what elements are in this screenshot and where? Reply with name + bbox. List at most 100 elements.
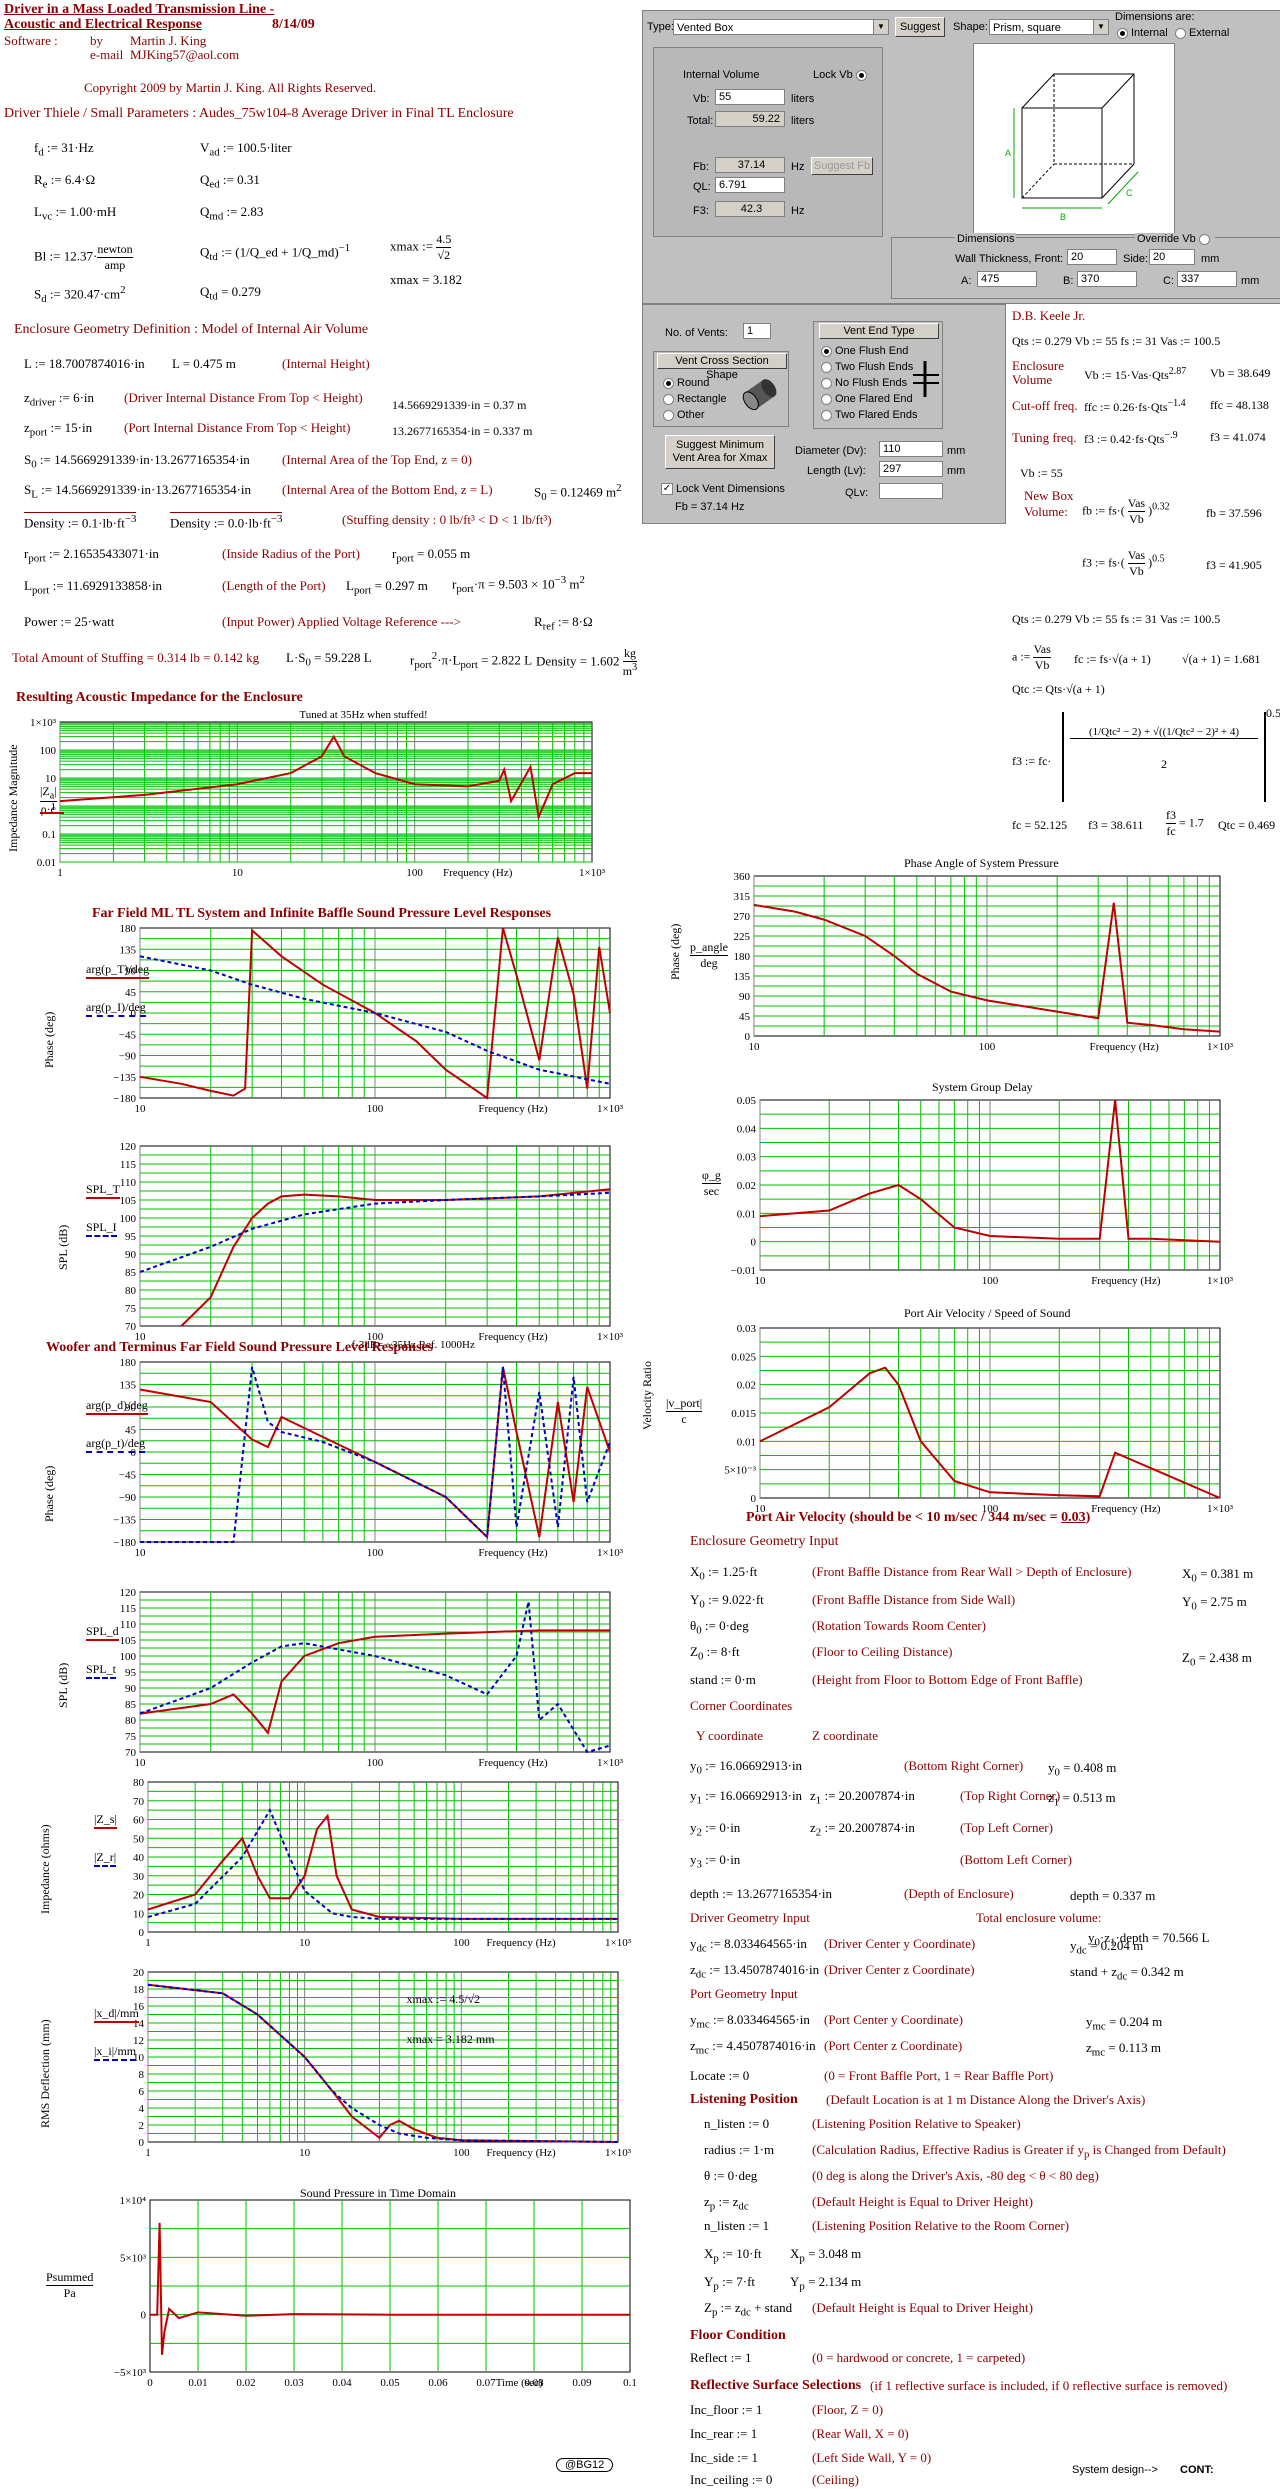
page-date: 8/14/09	[272, 17, 315, 32]
vb-input[interactable]: 55	[715, 89, 785, 105]
diameter-input[interactable]: 110	[879, 441, 943, 457]
length-input[interactable]: 297	[879, 461, 943, 477]
keele-enclosure-label: Enclosure	[1012, 358, 1064, 373]
y-tick-label: 90	[739, 991, 751, 1003]
geom-depth-res: depth = 0.337 m	[1070, 1888, 1156, 1903]
y-tick-label: 115	[120, 1603, 137, 1615]
farfield-spl-chart: 120 115 110 105 100 95 90 85 80 75 70 10 100 1×10³ Fre…	[86, 1141, 624, 1351]
override-vb-radio[interactable]: Override Vb	[1135, 233, 1215, 245]
keele-ffc-expr: ffc := 0.26·fs·Qts−1.4	[1084, 398, 1186, 414]
x-tick-label: 10	[755, 1275, 767, 1287]
geom-yc1-note: (Top Right Corner)	[960, 1788, 1061, 1803]
suggest-fb-button[interactable]: Suggest Fb	[811, 157, 873, 175]
y-tick-label: 360	[734, 871, 751, 883]
box-diagram: A B C	[973, 43, 1175, 235]
encl-stuffing-total: Total Amount of Stuffing = 0.314 lb = 0.…	[12, 650, 260, 665]
encl-s0-result: S0 = 0.12469 m2	[534, 482, 622, 503]
wall-thickness-input[interactable]: 20	[1067, 249, 1117, 265]
encl-ls0: L·S0 = 59.228 L	[286, 650, 372, 669]
xmax-annotation-result: xmax = 3.182 mm	[406, 2032, 495, 2046]
shape-select[interactable]: Prism, square ▼	[989, 19, 1109, 35]
x-tick-label: 1×10³	[579, 867, 606, 879]
geom-locate-note: (0 = Front Baffle Port, 1 = Rear Baffle …	[824, 2068, 1054, 2083]
ql-input[interactable]: 6.791	[715, 177, 785, 193]
end-two-flush-radio[interactable]: Two Flush Ends	[821, 361, 913, 373]
y-tick-label: 1×10³	[30, 717, 57, 729]
no-vents-input[interactable]: 1	[743, 323, 771, 339]
encl-zp-calc: 13.2677165354·in = 0.337 m	[392, 424, 533, 438]
x-tick-label: 100	[367, 1547, 384, 1559]
suggest-min-vent-button[interactable]: Suggest Minimum Vent Area for Xmax	[665, 435, 775, 469]
end-one-flared-radio[interactable]: One Flared End	[821, 393, 913, 405]
external-radio[interactable]: External	[1175, 27, 1229, 39]
cont-link[interactable]: CONT:	[1180, 2464, 1214, 2476]
y-tick-label: 10	[45, 773, 57, 785]
y-tick-label: 45	[125, 987, 137, 999]
chart-svg: 360 315 270 225 180 135 90 45 010 100 1×10³ Frequen…	[734, 871, 1234, 1053]
system-design-label: System design-->	[1072, 2464, 1158, 2476]
end-two-flared-radio[interactable]: Two Flared Ends	[821, 409, 918, 421]
keele-ffc-result: ffc = 48.138	[1210, 398, 1269, 412]
geom-drv-geom: Driver Geometry Input	[690, 1910, 810, 1925]
suggest-button[interactable]: Suggest	[895, 17, 945, 37]
y-tick-label: 0	[139, 1927, 145, 1939]
x-axis-label: Frequency (Hz)	[486, 1937, 556, 1949]
y-tick-label: −0.01	[731, 1265, 756, 1277]
encl-l: L := 18.7007874016·in	[24, 356, 145, 371]
dimensions-group	[891, 237, 1280, 299]
geom-port-geom: Port Geometry Input	[690, 1986, 798, 2001]
keele-fc-expr: fc := fs·√(a + 1)	[1074, 652, 1151, 666]
keele-vb-expr: Vb := 15·Vas·Qts2.87	[1084, 366, 1187, 382]
round-radio[interactable]: Round	[663, 377, 709, 389]
y-tick-label: 80	[125, 1715, 137, 1727]
total-unit: liters	[791, 115, 815, 127]
encl-rpl: rport2·π·Lport = 2.822 L	[410, 650, 533, 671]
encl-lport-note: (Length of the Port)	[222, 578, 326, 593]
side-input[interactable]: 20	[1149, 249, 1195, 265]
lock-vent-checkbox[interactable]: ✓ Lock Vent Dimensions	[661, 483, 785, 496]
qlv-input[interactable]	[879, 483, 943, 499]
y-tick-label: 10	[133, 2052, 145, 2064]
rectangle-radio[interactable]: Rectangle	[663, 393, 727, 405]
dimensions-label: Dimensions	[955, 233, 1017, 245]
geom-zpp-note: (Default Height is Equal to Driver Heigh…	[812, 2300, 1033, 2315]
x-tick-label: 0.02	[236, 2377, 255, 2389]
param-qms: Qmd := 2.83	[200, 204, 264, 223]
geom-y0-res: Y0 = 2.75 m	[1182, 1594, 1247, 1613]
other-radio[interactable]: Other	[663, 409, 705, 421]
geom-zc1-res: z1 = 0.513 m	[1048, 1790, 1116, 1809]
x-tick-label: 10	[749, 1041, 761, 1053]
y-tick-label: 40	[133, 1852, 145, 1864]
a-input[interactable]: 475	[977, 271, 1037, 287]
internal-radio[interactable]: Internal	[1117, 27, 1168, 39]
geom-inc-floor: Inc_floor := 1	[690, 2402, 763, 2417]
x-tick-label: 10	[135, 1757, 147, 1769]
type-select[interactable]: Vented Box ▼	[673, 19, 889, 35]
series-line-2	[139, 1601, 611, 1754]
x-tick-label: 0.09	[572, 2377, 592, 2389]
c-input[interactable]: 337	[1177, 271, 1237, 287]
param-vas: Vad := 100.5·liter	[200, 140, 292, 159]
woofer-spl-ylabel: SPL (dB)	[56, 1662, 70, 1708]
keele-params: Qts := 0.279 Vb := 55 fs := 31 Vas := 10…	[1012, 334, 1221, 348]
x-tick-label: 100	[453, 1937, 470, 1949]
b-input[interactable]: 370	[1077, 271, 1137, 287]
keele-vb-result: Vb = 38.649	[1210, 366, 1271, 380]
y-tick-label: 120	[120, 1141, 137, 1153]
grid	[147, 1782, 618, 1932]
y-tick-label: 80	[125, 1285, 137, 1297]
end-one-flush-radio[interactable]: One Flush End	[821, 345, 908, 357]
legend-entry: SPL_T	[86, 1182, 121, 1199]
x-tick-label: 0.03	[284, 2377, 304, 2389]
param-lvc: Lvc := 1.00·mH	[34, 204, 117, 223]
chart-svg: 0.03 0.025 0.02 0.015 0.01 5×10⁻³ 010 100 1×10³ F…	[724, 1323, 1234, 1515]
end-no-flush-radio[interactable]: No Flush Ends	[821, 377, 907, 389]
legend-entry: |Z_s|	[94, 1812, 117, 1829]
y-tick-label: −5×10³	[114, 2367, 147, 2379]
chart-annotation: f-3dB= ~35Hz Ref. 1000Hz	[352, 1339, 475, 1351]
geom-th0: θ0 := 0·deg	[690, 1618, 749, 1637]
geom-floor-title: Floor Condition	[690, 2328, 786, 2343]
legend-entry: arg(p_d)/deg	[86, 1398, 148, 1415]
lock-vb-radio[interactable]: Lock Vb	[813, 69, 870, 81]
